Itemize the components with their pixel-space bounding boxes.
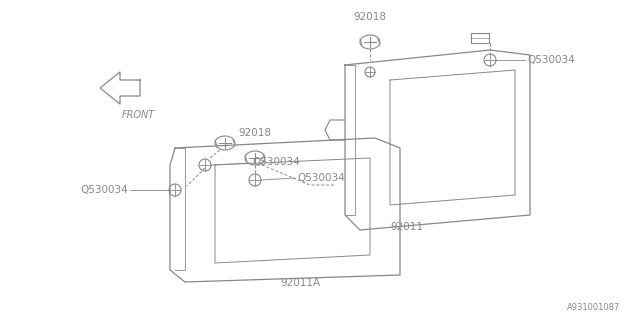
Text: A931001087: A931001087 [566, 303, 620, 312]
Text: Q530034: Q530034 [252, 157, 300, 167]
Text: Q530034: Q530034 [527, 55, 575, 65]
Text: 92011: 92011 [390, 222, 423, 232]
Text: 92018: 92018 [353, 12, 387, 22]
Text: Q530034: Q530034 [297, 173, 345, 183]
Text: FRONT: FRONT [122, 110, 156, 120]
Text: 92011A: 92011A [280, 278, 320, 288]
Text: Q530034: Q530034 [80, 185, 128, 195]
Text: 92018: 92018 [239, 128, 271, 138]
Bar [471, 33, 489, 43]
